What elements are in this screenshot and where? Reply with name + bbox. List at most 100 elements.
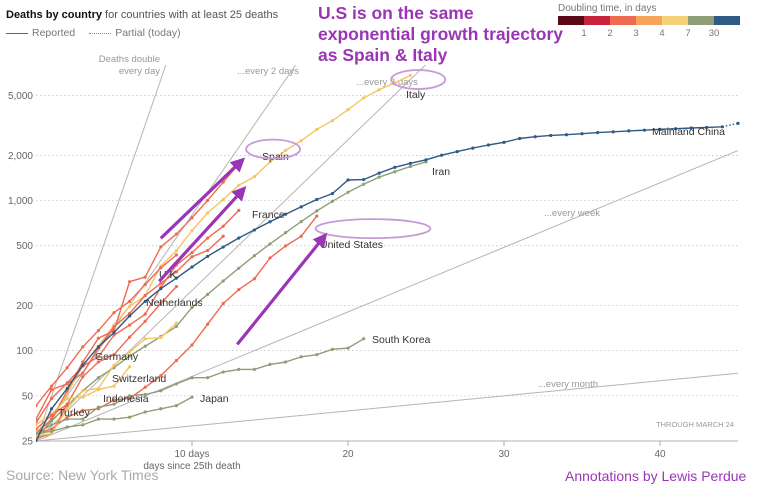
- data-point-united-states-9: [174, 358, 178, 363]
- doubling-legend-swatches: [558, 16, 740, 25]
- data-point-germany-4: [96, 360, 100, 364]
- reference-label-7d: ...every week: [544, 208, 600, 219]
- data-point-mainland-china-39: [642, 128, 647, 132]
- data-point-mainland-china-43: [705, 125, 709, 130]
- legend-partial: Partial (today): [115, 27, 181, 39]
- source-note: Source: New York Times: [6, 467, 159, 483]
- data-point-mainland-china-42: [689, 126, 693, 130]
- data-point-france-10: [190, 250, 194, 255]
- data-point-united-states-6: [128, 396, 132, 401]
- x-tick-label-30: 30: [498, 449, 510, 460]
- data-point-u-k-12: [221, 234, 225, 238]
- data-point-south-korea-2: [65, 417, 69, 421]
- data-point-turkey-0: [36, 427, 38, 431]
- series-label-turkey: Turkey: [58, 407, 90, 419]
- data-point-south-korea-8: [159, 389, 163, 393]
- data-point-netherlands-3: [81, 345, 85, 349]
- data-point-mainland-china-4: [96, 345, 100, 349]
- data-point-mainland-china-8: [159, 287, 163, 291]
- data-point-iran-10: [190, 305, 194, 310]
- data-point-netherlands-5: [112, 311, 116, 315]
- doubling-tick-2: 2: [607, 28, 613, 39]
- doubling-tick-1: 1: [581, 28, 587, 39]
- data-point-mainland-china-0: [36, 439, 38, 442]
- data-point-italy-22: [377, 88, 381, 92]
- series-line-south-korea: [36, 338, 364, 435]
- data-point-mainland-china-2: [65, 386, 69, 391]
- data-point-mainland-china-10: [190, 265, 194, 269]
- data-point-u-k-8: [159, 281, 163, 285]
- data-point-japan-5: [112, 417, 116, 421]
- data-point-mainland-china-25: [424, 158, 428, 162]
- data-point-iran-23: [393, 170, 397, 174]
- y-tick-label-500: 500: [16, 241, 33, 252]
- data-point-japan-3: [81, 423, 85, 427]
- data-point-mainland-china-27: [455, 150, 459, 154]
- data-point-france-7: [143, 312, 147, 316]
- doubling-swatch-1: [584, 16, 610, 25]
- data-point-italy-16: [284, 148, 288, 153]
- data-point-spain-8: [159, 245, 163, 249]
- data-point-japan-1: [50, 429, 54, 433]
- reference-label-2d: ...every 2 days: [237, 66, 299, 77]
- data-point-switzerland-6: [128, 350, 132, 354]
- reference-line-30d: [35, 372, 739, 442]
- data-point-united-states-8: [159, 374, 163, 378]
- data-point-mainland-china-41: [674, 127, 678, 131]
- data-point-mainland-china-20: [346, 178, 350, 182]
- data-point-united-states-1: [50, 427, 54, 431]
- data-point-mainland-china-17: [299, 205, 303, 209]
- data-point-france-11: [206, 236, 210, 240]
- annotation-credit: Annotations by Lewis Perdue: [565, 468, 747, 484]
- data-point-iran-22: [377, 175, 381, 179]
- data-point-united-states-16: [284, 244, 288, 248]
- series-label-france: France: [252, 209, 285, 221]
- series-label-italy: Italy: [406, 89, 426, 101]
- data-point-mainland-china-19: [330, 191, 334, 196]
- data-point-mainland-china-23: [393, 165, 397, 169]
- data-point-iran-6: [128, 354, 132, 358]
- data-point-united-states-15: [268, 256, 272, 260]
- data-point-mainland-china-34: [564, 133, 569, 137]
- highlight-ellipse-italy: [390, 69, 447, 90]
- data-point-u-k-5: [112, 325, 116, 329]
- data-point-japan-9: [174, 404, 178, 408]
- data-point-united-states-5: [112, 398, 116, 402]
- doubling-legend-ticks: 1 2 3 4 7 30: [558, 28, 742, 40]
- data-point-japan-2: [65, 425, 69, 429]
- data-point-italy-19: [330, 119, 334, 123]
- data-point-switzerland-3: [81, 389, 85, 393]
- data-point-spain-4: [96, 336, 100, 340]
- data-point-south-korea-15: [268, 362, 272, 366]
- data-point-united-states-3: [81, 408, 85, 412]
- data-point-iran-21: [362, 182, 366, 186]
- y-tick-label-5000: 5,000: [8, 91, 33, 102]
- series-line-france: [36, 209, 240, 424]
- data-point-united-states-11: [206, 322, 210, 326]
- doubling-swatch-5: [688, 16, 714, 25]
- data-point-u-k-1: [50, 388, 54, 392]
- data-point-mainland-china-3: [81, 363, 85, 367]
- data-point-iran-14: [252, 254, 256, 258]
- data-point-united-states-13: [237, 288, 241, 292]
- data-point-italy-9: [174, 249, 178, 253]
- reference-label-3d: ...every 3 days: [356, 77, 418, 88]
- data-point-south-korea-14: [252, 367, 256, 371]
- data-point-mainland-china-31: [518, 136, 522, 141]
- series-line-netherlands: [36, 254, 177, 407]
- data-point-italy-18: [315, 127, 319, 132]
- data-point-japan-0: [36, 432, 38, 436]
- data-point-mainland-china-13: [237, 236, 241, 240]
- data-point-south-korea-3: [81, 417, 85, 421]
- data-point-indonesia-4: [96, 388, 100, 392]
- series-label-switzerland: Switzerland: [112, 373, 166, 385]
- x-tick-label-20: 20: [342, 449, 354, 460]
- data-point-netherlands-2: [65, 366, 69, 370]
- data-point-germany-6: [128, 335, 132, 339]
- series-label-japan: Japan: [200, 393, 229, 405]
- data-point-iran-12: [221, 279, 225, 283]
- dotted-line-swatch: [89, 32, 112, 34]
- series-line-iran: [36, 161, 427, 439]
- data-point-iran-18: [315, 209, 319, 213]
